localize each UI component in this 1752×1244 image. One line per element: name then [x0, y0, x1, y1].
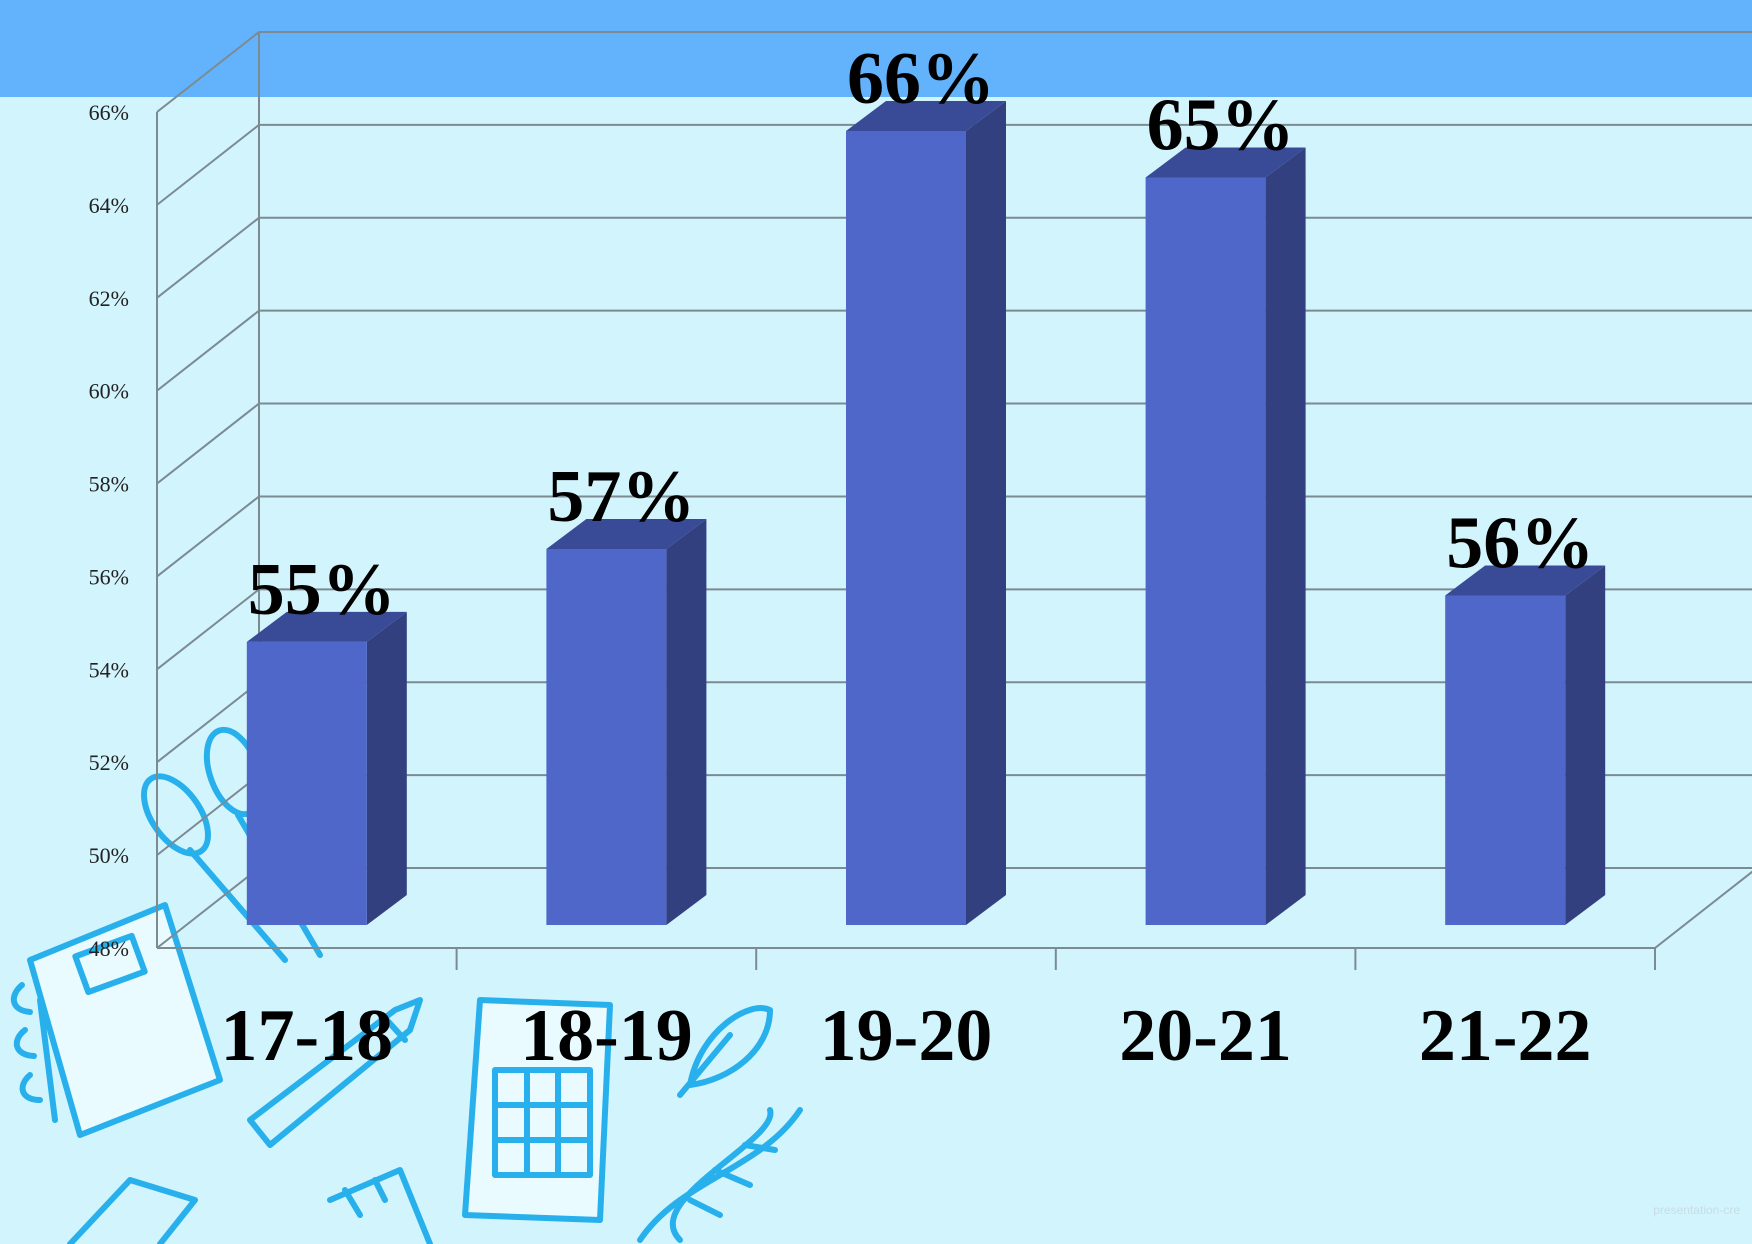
bar	[546, 519, 707, 925]
bar-side	[366, 611, 407, 925]
bar-front	[846, 131, 966, 925]
ruler-icon	[327, 1167, 433, 1244]
bar-front	[1145, 177, 1266, 925]
bar-front	[546, 549, 667, 925]
y-tick-label: 62%	[89, 286, 129, 311]
bar	[1145, 147, 1306, 925]
x-tick-label: 20-21	[1119, 995, 1292, 1077]
x-tick-label: 21-22	[1419, 995, 1592, 1077]
bar-top	[846, 101, 1006, 131]
y-tick-label: 48%	[89, 936, 129, 961]
bar-top	[546, 519, 707, 549]
bar-top	[1145, 147, 1306, 178]
bar-front	[1445, 595, 1566, 925]
y-tick-label: 66%	[89, 100, 129, 125]
school-doodles	[10, 726, 803, 1244]
x-tick-label: 19-20	[820, 995, 993, 1077]
bar-top	[1445, 565, 1606, 596]
x-tick-label: 17-18	[220, 995, 393, 1077]
bar-front	[246, 641, 367, 925]
labels: 48% 50% 52% 54% 56% 58% 60% 62% 64% 66% 55% 17-18 57…	[89, 38, 1595, 1077]
data-label: 56%	[1446, 502, 1594, 584]
bar	[246, 611, 407, 925]
watermark: presentation-cre	[1653, 1203, 1740, 1217]
y-tick-label: 52%	[89, 750, 129, 775]
x-tick-label: 18-19	[520, 995, 693, 1077]
notebook-icon	[10, 902, 223, 1138]
eraser-icon	[67, 1177, 198, 1244]
y-tick-label: 58%	[89, 472, 129, 497]
pencil-icon	[247, 997, 423, 1148]
data-label: 66%	[847, 38, 995, 120]
y-tick-label: 50%	[89, 843, 129, 868]
y-tick-label: 60%	[89, 379, 129, 404]
data-label: 57%	[547, 456, 695, 538]
calculator-icon	[462, 997, 613, 1223]
leaf-icon	[677, 1005, 773, 1098]
bar	[846, 101, 1006, 925]
header-band	[0, 0, 1752, 97]
data-label: 55%	[248, 549, 396, 631]
bar-side	[1565, 565, 1606, 925]
bar-side	[1265, 147, 1306, 925]
bar-side	[666, 519, 707, 925]
bar-top	[246, 611, 407, 642]
data-label: 65%	[1147, 84, 1295, 166]
dna-icon	[637, 1107, 803, 1243]
y-tick-label: 56%	[89, 564, 129, 589]
y-tick-label: 64%	[89, 193, 129, 218]
y-tick-label: 54%	[89, 657, 129, 682]
bar	[1445, 565, 1606, 925]
bar-side	[966, 101, 1006, 925]
bars	[246, 101, 1606, 925]
